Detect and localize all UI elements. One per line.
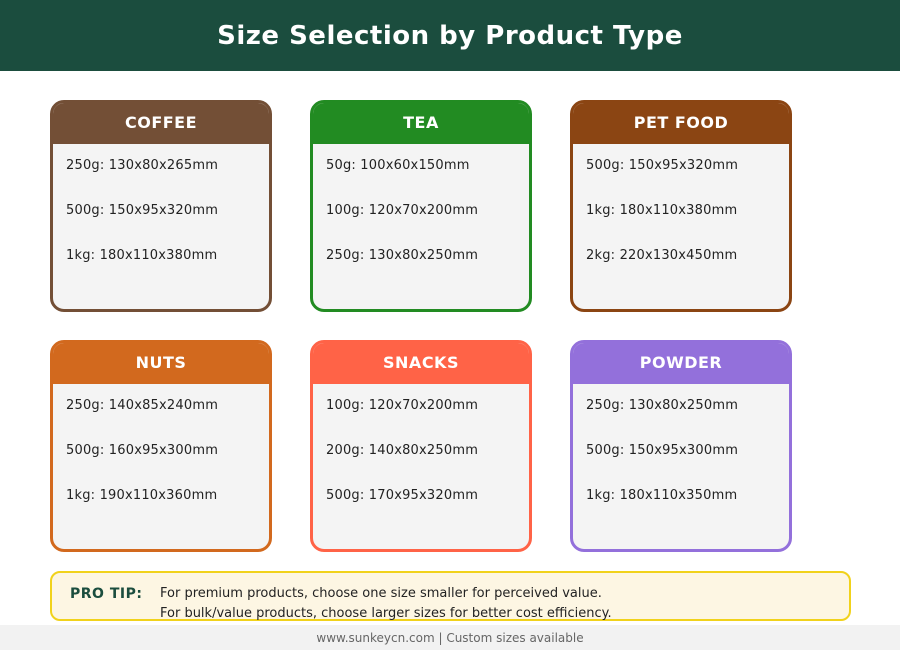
product-card-pet-food: PET FOOD 500g: 150x95x320mm 1kg: 180x110…: [570, 100, 792, 312]
page-footer: www.sunkeycn.com | Custom sizes availabl…: [0, 625, 900, 650]
product-card-coffee: COFFEE 250g: 130x80x265mm 500g: 150x95x3…: [50, 100, 272, 312]
product-card-powder: POWDER 250g: 130x80x250mm 500g: 150x95x3…: [570, 340, 792, 552]
size-option: 50g: 100x60x150mm: [326, 158, 470, 173]
card-header: NUTS: [53, 343, 269, 384]
size-option: 200g: 140x80x250mm: [326, 443, 479, 458]
size-option: 1kg: 180x110x350mm: [586, 488, 738, 503]
page-title: Size Selection by Product Type: [217, 20, 683, 51]
card-header: POWDER: [573, 343, 789, 384]
card-header: PET FOOD: [573, 103, 789, 144]
pro-tip-box: PRO TIP: For premium products, choose on…: [50, 571, 851, 621]
footer-text: www.sunkeycn.com | Custom sizes availabl…: [316, 630, 584, 645]
size-option: 250g: 140x85x240mm: [66, 398, 219, 413]
card-body: 50g: 100x60x150mm 100g: 120x70x200mm 250…: [313, 144, 529, 293]
size-option: 1kg: 190x110x360mm: [66, 488, 218, 503]
size-option: 100g: 120x70x200mm: [326, 203, 479, 218]
size-option: 1kg: 180x110x380mm: [586, 203, 738, 218]
card-header: TEA: [313, 103, 529, 144]
card-body: 100g: 120x70x200mm 200g: 140x80x250mm 50…: [313, 384, 529, 533]
card-body: 500g: 150x95x320mm 1kg: 180x110x380mm 2k…: [573, 144, 789, 293]
card-header: SNACKS: [313, 343, 529, 384]
card-body: 250g: 130x80x250mm 500g: 150x95x300mm 1k…: [573, 384, 789, 533]
page-header: Size Selection by Product Type: [0, 0, 900, 71]
pro-tip-label: PRO TIP:: [70, 586, 143, 602]
size-option: 500g: 150x95x320mm: [66, 203, 219, 218]
pro-tip-line: For premium products, choose one size sm…: [160, 586, 602, 601]
size-option: 500g: 150x95x300mm: [586, 443, 739, 458]
size-option: 100g: 120x70x200mm: [326, 398, 479, 413]
size-option: 1kg: 180x110x380mm: [66, 248, 218, 263]
size-option: 2kg: 220x130x450mm: [586, 248, 738, 263]
size-option: 500g: 160x95x300mm: [66, 443, 219, 458]
size-option: 250g: 130x80x250mm: [586, 398, 739, 413]
size-option: 500g: 170x95x320mm: [326, 488, 479, 503]
size-option: 500g: 150x95x320mm: [586, 158, 739, 173]
product-card-tea: TEA 50g: 100x60x150mm 100g: 120x70x200mm…: [310, 100, 532, 312]
card-header: COFFEE: [53, 103, 269, 144]
product-card-snacks: SNACKS 100g: 120x70x200mm 200g: 140x80x2…: [310, 340, 532, 552]
card-body: 250g: 140x85x240mm 500g: 160x95x300mm 1k…: [53, 384, 269, 533]
pro-tip-line: For bulk/value products, choose larger s…: [160, 606, 612, 621]
size-option: 250g: 130x80x265mm: [66, 158, 219, 173]
size-option: 250g: 130x80x250mm: [326, 248, 479, 263]
product-card-nuts: NUTS 250g: 140x85x240mm 500g: 160x95x300…: [50, 340, 272, 552]
card-body: 250g: 130x80x265mm 500g: 150x95x320mm 1k…: [53, 144, 269, 293]
